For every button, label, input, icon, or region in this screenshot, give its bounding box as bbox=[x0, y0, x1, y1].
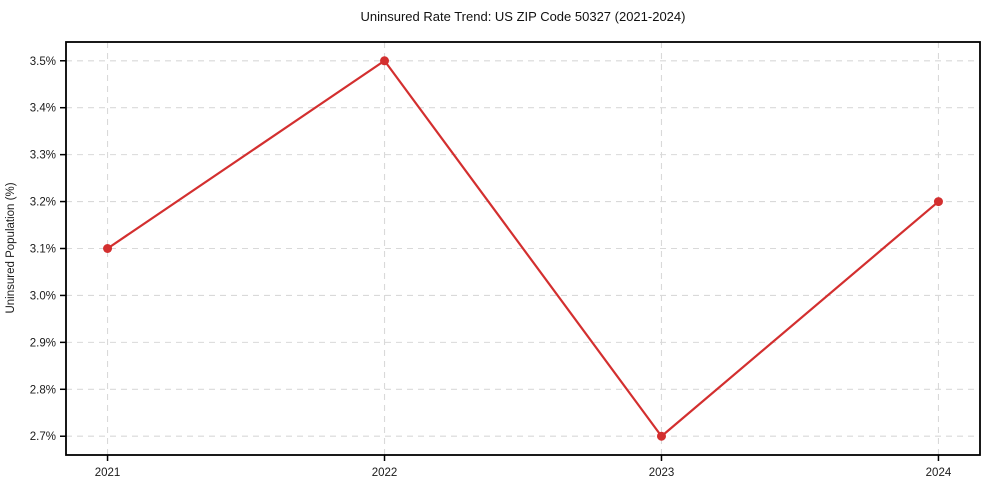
y-axis-label: Uninsured Population (%) bbox=[5, 182, 17, 313]
data-point-marker bbox=[933, 197, 943, 207]
data-point-marker bbox=[656, 431, 666, 441]
y-tick-label: 2.9% bbox=[30, 337, 56, 349]
y-tick-label: 3.2% bbox=[30, 197, 56, 209]
trend-line bbox=[106, 59, 940, 438]
y-tick-label: 3.3% bbox=[30, 150, 56, 162]
x-tick-label: 2022 bbox=[372, 467, 398, 479]
x-tick-label: 2021 bbox=[95, 467, 121, 479]
tick-marks-layer bbox=[60, 60, 940, 461]
y-tick-label: 2.7% bbox=[30, 431, 56, 443]
data-point-marker bbox=[380, 56, 390, 66]
y-tick-label: 3.5% bbox=[30, 56, 56, 68]
y-tick-label: 3.0% bbox=[30, 290, 56, 302]
x-tick-label: 2024 bbox=[926, 467, 952, 479]
chart-title: Uninsured Rate Trend: US ZIP Code 50327 … bbox=[361, 9, 686, 24]
y-tick-label: 3.4% bbox=[30, 103, 56, 115]
data-point-marker bbox=[103, 244, 113, 253]
y-tick-label: 2.8% bbox=[30, 384, 56, 396]
data-series-layer bbox=[103, 56, 943, 441]
tick-labels-layer: 2.7% 2.8% 2.9% 3.0% 3.1% 3.2% 3.3% 3.4% 3.5% 2021… bbox=[30, 56, 952, 479]
x-tick-label: 2023 bbox=[649, 467, 675, 479]
y-tick-label: 3.1% bbox=[30, 244, 56, 256]
